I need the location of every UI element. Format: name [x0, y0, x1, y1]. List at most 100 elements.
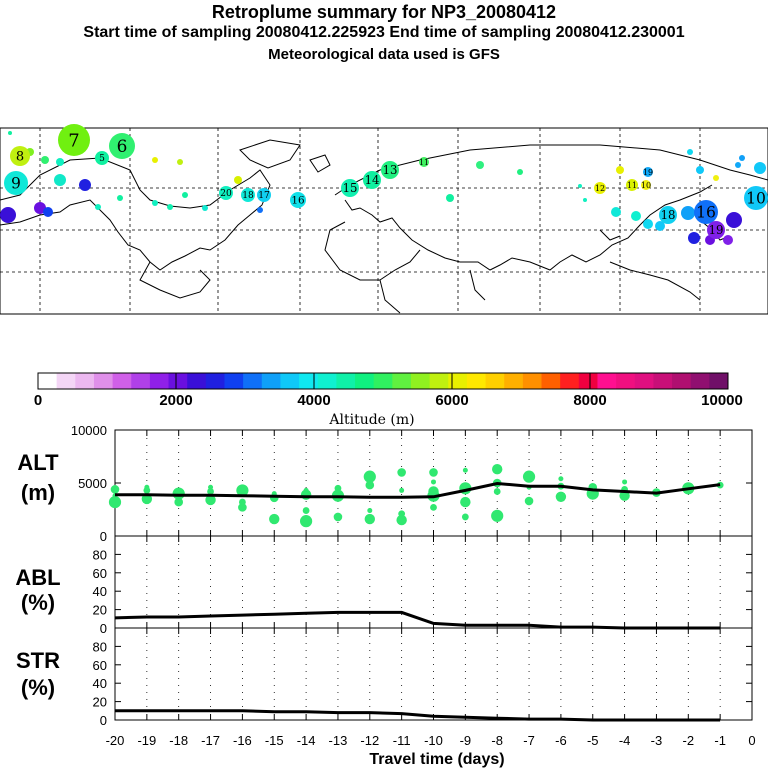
colorbar-tick-label: 4000: [297, 392, 330, 409]
panel-str: 80 60 40 20 0 STR(%): [16, 627, 753, 728]
colorbar-swatch: [56, 373, 76, 389]
timeseries-panels: 1000050000ALT(m)806040200ABL(%)806040200…: [15, 423, 755, 768]
altitude-point: [172, 487, 185, 500]
altitude-point: [144, 484, 150, 490]
series-line-abl: [114, 610, 721, 630]
x-tick-label: -19: [137, 733, 156, 748]
panel-unit-label: (%): [21, 590, 55, 615]
plume-dot: [177, 159, 183, 165]
plume-dot: [754, 162, 766, 174]
x-tick-label: -15: [265, 733, 284, 748]
x-tick-label: -17: [201, 733, 220, 748]
plume-marker-label: 6: [117, 136, 128, 156]
y-tick-label: 0: [100, 621, 107, 636]
plume-marker-label: 16: [291, 195, 304, 207]
colorbar-swatch: [280, 373, 300, 389]
plume-marker-label: 9: [11, 174, 21, 192]
altitude-point: [558, 476, 564, 482]
plume-dot: [234, 176, 242, 184]
altitude-point: [397, 468, 406, 477]
plume-marker-label: 19: [643, 168, 653, 177]
colorbar-swatch: [261, 373, 281, 389]
y-tick-label: 0: [100, 713, 107, 728]
colorbar-swatch: [392, 373, 412, 389]
colorbar-swatch: [410, 373, 431, 389]
colorbar-swatch: [541, 373, 561, 389]
altitude-point: [303, 487, 309, 493]
plume-marker-label: 17: [258, 191, 270, 201]
plume-marker-label: 11: [627, 181, 637, 190]
altitude-point: [365, 480, 375, 490]
panel-label: STR: [16, 648, 60, 673]
altitude-point: [429, 468, 438, 477]
y-tick-label: 60: [93, 658, 107, 673]
plume-dot: [735, 162, 741, 168]
plume-marker: [626, 179, 638, 191]
plume-dot: [476, 161, 484, 169]
x-tick-label: -13: [329, 733, 348, 748]
colorbar-swatch: [448, 373, 468, 389]
plume-marker: [95, 151, 109, 165]
altitude-point: [460, 496, 471, 508]
panel-label: ALT: [17, 450, 59, 475]
colorbar-swatch: [75, 373, 95, 389]
plume-dot: [152, 200, 158, 206]
x-tick-label: -14: [297, 733, 316, 748]
colorbar-swatch: [485, 373, 505, 389]
altitude-point: [110, 485, 120, 494]
x-tick-label: -16: [233, 733, 252, 748]
y-tick-label: 40: [93, 676, 107, 691]
altitude-point: [622, 479, 628, 485]
colorbar-swatch: [243, 373, 263, 389]
plume-marker: [219, 186, 233, 200]
plume-marker: [659, 206, 677, 224]
plume-marker-label: 7: [68, 130, 79, 151]
plume-dot: [681, 206, 695, 220]
plume-marker: [257, 188, 271, 202]
altitude-point: [367, 508, 373, 514]
colorbar-tick-label: 10000: [701, 392, 743, 409]
plume-marker: [419, 157, 429, 167]
colorbar-tick-label: 8000: [573, 392, 606, 409]
altitude-point: [462, 467, 468, 473]
plume-dot: [517, 169, 523, 175]
plume-marker: [641, 180, 651, 190]
x-tick-label: -20: [106, 733, 125, 748]
altitude-point: [363, 470, 376, 483]
chart-title: Retroplume summary for NP3_20080412: [211, 2, 557, 22]
colorbar-swatch: [504, 373, 524, 389]
plume-dot: [202, 205, 208, 211]
plume-dot: [43, 207, 53, 217]
y-tick-label: 5000: [78, 476, 107, 491]
colorbar-swatch: [672, 373, 692, 389]
series-line-str: [115, 709, 721, 722]
altitude-point: [428, 486, 439, 497]
plume-dot: [631, 211, 641, 221]
plume-dot: [41, 156, 49, 164]
colorbar-swatch: [205, 373, 225, 389]
colorbar-label: Altitude (m): [328, 412, 414, 428]
colorbar-swatch: [355, 373, 375, 389]
plume-marker: [363, 171, 381, 189]
x-tick-label: 0: [748, 733, 755, 748]
plume-marker-label: 11: [419, 158, 429, 167]
colorbar-swatch: [597, 373, 617, 389]
plume-marker-label: 14: [365, 173, 380, 187]
altitude-point: [239, 498, 246, 506]
plume-dot: [8, 131, 12, 135]
x-tick-label: -12: [360, 733, 379, 748]
plume-marker-label: 5: [99, 154, 105, 164]
plume-marker: [643, 167, 653, 177]
plume-marker: [694, 200, 718, 224]
panel-label: ABL: [15, 565, 60, 590]
colorbar-swatch: [616, 373, 636, 389]
plume-dot: [182, 192, 188, 198]
plume-dot: [446, 194, 454, 202]
altitude-point: [396, 514, 407, 526]
plume-marker: [341, 179, 359, 197]
plume-dot: [655, 221, 665, 231]
plume-dot: [643, 219, 653, 229]
plume-dot: [117, 195, 123, 201]
panel-abl: 80 60 40 20 0 ABL(%): [15, 535, 753, 636]
